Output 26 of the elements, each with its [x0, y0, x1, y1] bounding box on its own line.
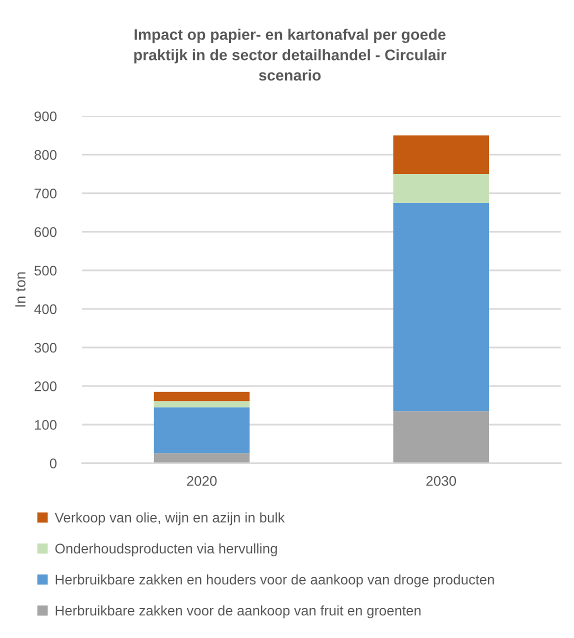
bar	[393, 174, 489, 203]
y-tick-label: 100	[34, 420, 57, 430]
y-axis-title: In ton	[15, 272, 26, 307]
bar	[393, 202, 489, 412]
legend-label: Onderhoudsproducten via hervulling	[55, 543, 277, 556]
y-tick-label: 200	[34, 381, 57, 392]
y-tick-label: 500	[34, 266, 57, 276]
y-tick-label: 900	[34, 111, 57, 122]
y-tick-label: 800	[34, 150, 57, 160]
y-tick-label: 600	[34, 227, 57, 237]
y-tick-label: 400	[34, 304, 57, 314]
legend-label: Verkoop van olie, wijn en azijn in bulk	[54, 512, 285, 526]
legend-label: Herbruikbare zakken voor de aankoop van fruit en groenten	[56, 605, 421, 618]
x-tick-label: 2020	[187, 476, 217, 486]
bar	[393, 411, 489, 464]
chart-title: Impact op papier- en kartonafval per goede praktijk in de sector detailhandel - Circulair scenario	[134, 28, 446, 81]
bar	[154, 401, 250, 408]
legend-label: Herbruikbare zakken en houders voor de aankoop van droge producten	[56, 574, 494, 588]
bar	[154, 453, 250, 464]
x-tick-label: 2030	[426, 476, 456, 486]
bar	[393, 135, 489, 174]
bar	[154, 407, 250, 454]
y-tick-label: 700	[34, 188, 57, 198]
bar	[154, 392, 250, 402]
y-tick-label: 0	[50, 458, 57, 468]
y-tick-label: 300	[34, 342, 57, 353]
